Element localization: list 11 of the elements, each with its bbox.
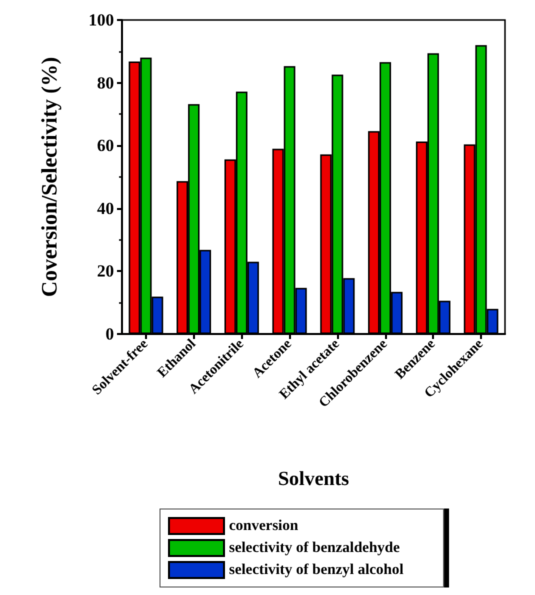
- x-axis-title: Solvents: [278, 468, 350, 490]
- y-axis-title: Coversion/Selectivity (%): [36, 56, 62, 298]
- y-tick-label: 20: [97, 262, 114, 281]
- y-tick-label: 0: [106, 324, 114, 344]
- y-tick-label: 60: [97, 136, 114, 156]
- y-tick-label: 80: [97, 73, 114, 92]
- y-tick-label: 100: [88, 10, 114, 30]
- legend-label: selectivity of benzaldehyde: [229, 540, 400, 556]
- legend-label: conversion: [229, 518, 299, 534]
- legend-label: selectivity of benzyl alcohol: [229, 562, 404, 578]
- y-tick-label: 40: [97, 198, 114, 218]
